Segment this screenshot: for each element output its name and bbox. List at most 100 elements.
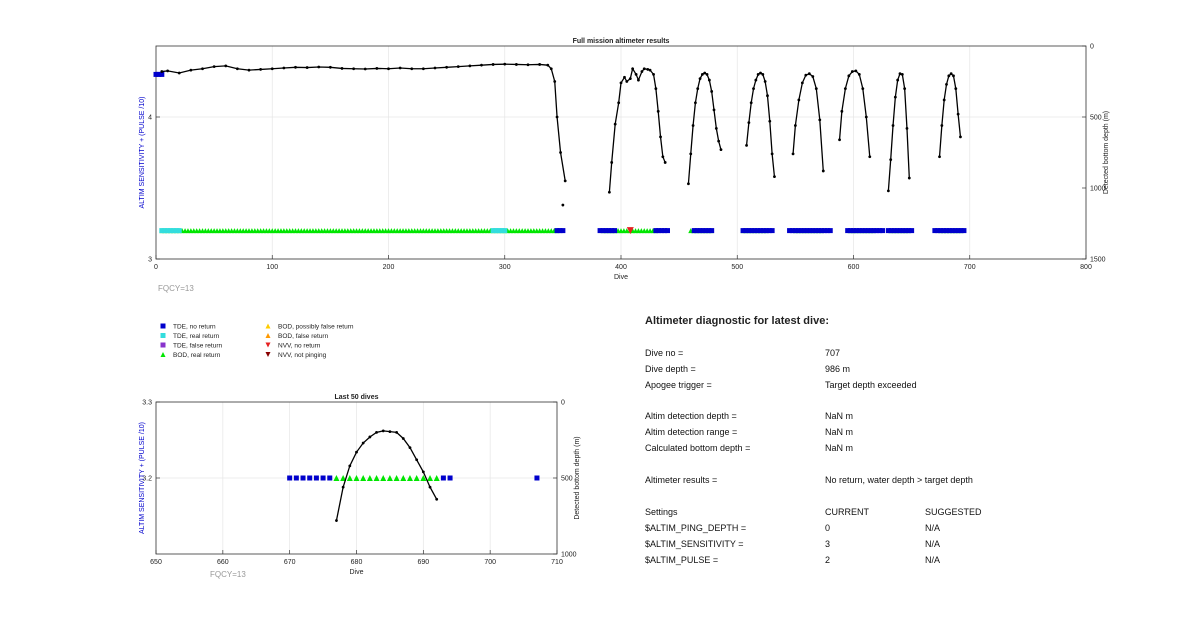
- x-tick-label: 710: [551, 559, 563, 566]
- profile-point: [610, 161, 614, 164]
- setting-marker: [906, 228, 912, 234]
- profile-point: [707, 78, 711, 82]
- setting-marker: [393, 475, 400, 481]
- setting-marker: [327, 475, 333, 481]
- profile-point: [654, 87, 658, 90]
- profile-point: [814, 87, 818, 90]
- legend-marker: [265, 352, 271, 357]
- profile-point: [549, 67, 553, 71]
- profile-point: [696, 87, 700, 90]
- x-tick-label: 660: [217, 559, 229, 566]
- profile-point: [719, 148, 723, 152]
- profile-point: [381, 429, 385, 433]
- y-right-tick-label: 1000: [1090, 186, 1106, 193]
- profile-point: [294, 65, 297, 69]
- bottom-depth-line: [887, 72, 910, 191]
- profile-point: [640, 70, 644, 73]
- profile-point: [691, 124, 695, 127]
- profile-point: [247, 68, 251, 72]
- x-tick-label: 100: [266, 264, 278, 271]
- profile-point: [335, 519, 338, 522]
- y-right-tick-label: 0: [1090, 44, 1094, 51]
- profile-point: [415, 458, 419, 462]
- setting-marker: [824, 228, 830, 234]
- profile-point: [224, 64, 228, 68]
- setting-marker: [560, 228, 566, 234]
- setting-marker: [665, 228, 670, 234]
- x-axis-label: Dive: [614, 274, 628, 281]
- legend-marker: [160, 323, 166, 329]
- profile-point: [898, 72, 902, 76]
- setting-marker: [804, 228, 810, 234]
- profile-point: [631, 67, 635, 71]
- y-right-tick-label: 500: [1090, 115, 1102, 122]
- profile-point: [821, 169, 825, 173]
- setting-marker: [789, 228, 795, 234]
- profile-point: [770, 152, 774, 156]
- calculated-bottom-value: NaN m: [825, 443, 854, 453]
- setting-marker: [346, 475, 353, 481]
- setting-marker: [427, 475, 434, 481]
- profile-point: [759, 71, 762, 75]
- setting-marker: [801, 228, 807, 234]
- profile-point: [896, 78, 900, 82]
- setting-marker: [153, 71, 159, 77]
- y-right-tick-label: 500: [561, 476, 573, 483]
- setting-marker: [909, 228, 915, 234]
- profile-point: [868, 155, 872, 159]
- setting-marker: [900, 228, 906, 234]
- setting-marker: [760, 228, 766, 234]
- profile-point: [949, 72, 953, 76]
- profile-point: [410, 67, 414, 71]
- setting-marker: [755, 228, 761, 234]
- profile-point: [694, 101, 697, 105]
- apogee-trigger-value: Target depth exceeded: [825, 380, 917, 390]
- setting-marker: [662, 228, 668, 234]
- profile-point: [617, 101, 621, 105]
- profile-point: [177, 71, 181, 75]
- profile-point: [305, 66, 309, 69]
- profile-point: [421, 67, 425, 71]
- setting-marker: [706, 228, 712, 234]
- setting-marker: [557, 228, 563, 234]
- setting-marker: [880, 228, 886, 234]
- profile-point: [698, 77, 702, 81]
- legend-label: BOD, false return: [278, 333, 329, 340]
- profile-point: [398, 66, 402, 70]
- profile-point: [891, 124, 895, 127]
- profile-point: [563, 179, 567, 183]
- profile-point: [756, 73, 760, 76]
- profile-point: [766, 94, 769, 98]
- setting-marker: [792, 228, 798, 234]
- setting-marker: [868, 228, 874, 234]
- profile-point: [456, 65, 460, 68]
- setting-marker: [848, 228, 854, 234]
- setting-marker: [691, 228, 697, 234]
- legend-label: NVV, no return: [278, 342, 321, 349]
- y-right-tick-label: 0: [561, 400, 565, 407]
- setting-marker: [697, 228, 703, 234]
- profile-point: [956, 112, 960, 116]
- setting-marker: [606, 228, 612, 234]
- profile-point: [903, 87, 907, 90]
- setting-marker: [853, 228, 859, 234]
- setting-marker: [440, 475, 446, 481]
- profile-point: [745, 144, 748, 147]
- profile-point: [625, 80, 629, 83]
- setting-marker: [320, 475, 326, 481]
- setting-marker: [360, 475, 367, 481]
- setting-marker: [380, 475, 387, 481]
- setting-marker: [700, 228, 706, 234]
- setting-marker: [656, 228, 662, 234]
- setting-marker: [307, 475, 313, 481]
- profile-point: [889, 158, 893, 162]
- dive-depth-label: Dive depth =: [645, 364, 696, 374]
- profile-point: [800, 81, 804, 85]
- setting-marker: [865, 228, 871, 234]
- y-right-axis-label: Detected bottom depth (m): [1103, 111, 1110, 194]
- setting-marker: [420, 475, 427, 481]
- setting-marker: [168, 228, 174, 234]
- setting-marker: [935, 228, 941, 234]
- chart-title: Full mission altimeter results: [573, 38, 670, 45]
- x-tick-label: 700: [484, 559, 496, 566]
